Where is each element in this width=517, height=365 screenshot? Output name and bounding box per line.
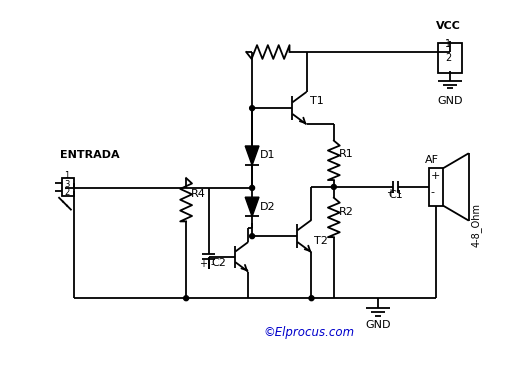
Circle shape bbox=[250, 106, 254, 111]
Bar bbox=[438, 43, 462, 73]
Text: ENTRADA: ENTRADA bbox=[60, 150, 120, 160]
Text: 2: 2 bbox=[445, 53, 451, 63]
Text: GND: GND bbox=[437, 96, 463, 106]
Text: R2: R2 bbox=[339, 207, 354, 216]
Text: +: + bbox=[199, 259, 207, 269]
Text: D1: D1 bbox=[260, 150, 276, 160]
Polygon shape bbox=[245, 197, 259, 216]
Circle shape bbox=[250, 234, 254, 239]
Polygon shape bbox=[245, 146, 259, 165]
Text: +: + bbox=[430, 171, 440, 181]
Circle shape bbox=[331, 184, 336, 189]
Circle shape bbox=[250, 185, 254, 191]
Text: T2: T2 bbox=[314, 236, 328, 246]
Text: -: - bbox=[211, 259, 214, 269]
Text: -: - bbox=[398, 188, 401, 198]
Text: GND: GND bbox=[366, 320, 391, 330]
Text: 2: 2 bbox=[64, 188, 69, 197]
Text: D2: D2 bbox=[260, 201, 276, 212]
Text: +: + bbox=[386, 188, 394, 198]
Text: C1: C1 bbox=[388, 190, 403, 200]
Text: AF: AF bbox=[424, 155, 438, 165]
Text: 1: 1 bbox=[445, 39, 451, 49]
Text: C2: C2 bbox=[212, 258, 226, 268]
Text: T1: T1 bbox=[310, 96, 323, 106]
Text: 3: 3 bbox=[64, 180, 69, 189]
Bar bbox=[62, 178, 74, 196]
Text: 1: 1 bbox=[64, 171, 69, 180]
Text: ©Elprocus.com: ©Elprocus.com bbox=[264, 326, 355, 339]
Text: 4-8_Ohm: 4-8_Ohm bbox=[470, 203, 482, 247]
Text: VCC: VCC bbox=[436, 22, 461, 31]
Text: -: - bbox=[430, 187, 434, 197]
Circle shape bbox=[309, 296, 314, 301]
Text: R1: R1 bbox=[339, 149, 354, 160]
Bar bbox=[429, 168, 443, 205]
Circle shape bbox=[184, 296, 189, 301]
Text: R4: R4 bbox=[191, 189, 206, 199]
